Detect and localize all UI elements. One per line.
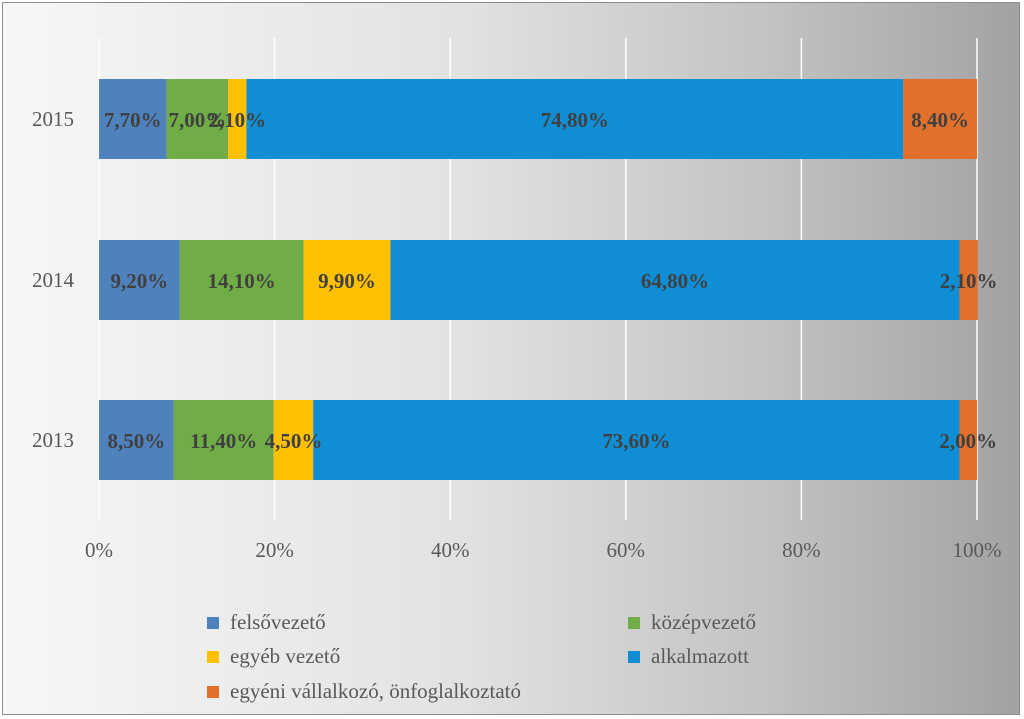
bar-segment xyxy=(173,400,274,480)
bar-segment xyxy=(303,240,391,320)
legend-swatch xyxy=(628,617,640,629)
bar-segment xyxy=(99,79,167,159)
data-label: 64,80% xyxy=(641,269,709,293)
x-tick-label: 40% xyxy=(431,538,470,562)
x-axis-labels: 0% 20% 40% 60% 80% 100% xyxy=(85,538,1002,562)
data-label: 14,10% xyxy=(208,269,276,293)
bar-segment xyxy=(390,240,960,320)
y-axis-labels: 2015 2014 2013 xyxy=(32,107,75,452)
legend-swatch xyxy=(207,651,219,663)
bar-segment xyxy=(959,400,977,480)
legend-swatch xyxy=(628,651,640,663)
bar-segment xyxy=(246,79,904,159)
bar-segment xyxy=(903,79,977,159)
data-label: 73,60% xyxy=(602,429,670,453)
data-label: 7,70% xyxy=(104,108,162,132)
x-tick-label: 100% xyxy=(953,538,1002,562)
bar-segment xyxy=(166,79,229,159)
bar-segment xyxy=(313,400,960,480)
data-label: 8,40% xyxy=(911,108,969,132)
data-label: 2,10% xyxy=(208,108,266,132)
data-label: 8,50% xyxy=(107,429,165,453)
data-label: 2,00% xyxy=(939,429,997,453)
legend-swatch xyxy=(207,686,219,698)
x-tick-label: 20% xyxy=(255,538,294,562)
y-tick-label: 2013 xyxy=(32,428,74,452)
data-label: 7,00% xyxy=(168,108,226,132)
legend-label: középvezető xyxy=(651,610,756,634)
legend-label: felsővezető xyxy=(230,610,326,634)
x-tick-label: 80% xyxy=(782,538,821,562)
data-label: 2,10% xyxy=(940,269,998,293)
y-tick-label: 2015 xyxy=(32,107,74,131)
bar-segment xyxy=(273,400,314,480)
x-tick-label: 60% xyxy=(607,538,646,562)
bar-segment xyxy=(99,240,180,320)
legend-swatch xyxy=(207,617,219,629)
legend-label: egyéni vállalkozó, önfoglalkoztató xyxy=(230,679,521,703)
legend: felsővezető középvezető egyéb vezető alkalm… xyxy=(207,610,756,703)
bars xyxy=(99,79,978,480)
legend-label: alkalmazott xyxy=(651,644,749,668)
y-tick-label: 2014 xyxy=(32,268,75,292)
legend-label: egyéb vezető xyxy=(230,644,340,668)
data-label: 9,20% xyxy=(111,269,169,293)
bar-segment xyxy=(228,79,247,159)
x-tick-label: 0% xyxy=(85,538,113,562)
data-label: 9,90% xyxy=(318,269,376,293)
data-label: 11,40% xyxy=(190,429,257,453)
bar-segment xyxy=(99,400,174,480)
data-label: 74,80% xyxy=(541,108,609,132)
data-labels: 7,70% 7,00%2,10% 74,80% 8,40%9,20% 14,10% 9,9… xyxy=(104,108,998,453)
bar-segment xyxy=(959,240,978,320)
data-label: 4,50% xyxy=(265,429,323,453)
bar-segment xyxy=(179,240,304,320)
